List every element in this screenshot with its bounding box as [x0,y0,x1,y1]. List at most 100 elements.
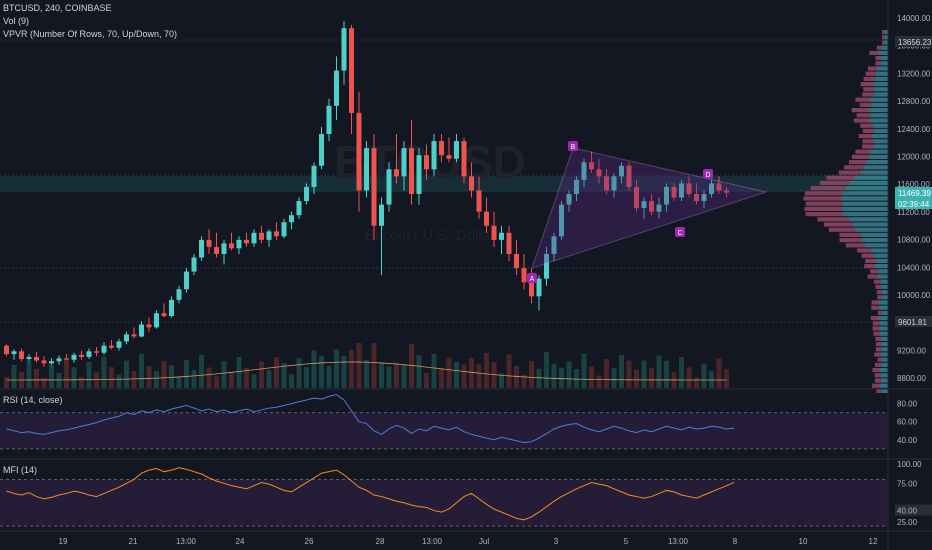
candle-body [154,313,159,327]
candle-body [259,233,264,240]
vpvr-bar-up [861,233,888,237]
volume-bar [342,356,347,388]
vpvr-bar-up [879,384,888,388]
volume-bar [259,362,264,389]
time-axis-label: 10 [799,537,808,546]
vpvr-bar-up [843,212,888,216]
rsi-legend[interactable]: RSI (14, close) [3,395,63,405]
vpvr-bar-up [881,378,888,382]
vpvr-legend[interactable]: VPVR (Number Of Rows, 70, Up/Down, 70) [3,29,177,39]
candle-body [57,358,62,361]
price-axis-label: 11200.00 [897,208,930,217]
vpvr-bar-up [882,311,888,315]
volume-bar [357,343,362,388]
price-axis-label: 8800.00 [897,374,926,383]
vpvr-bar-up [877,274,888,278]
countdown-tag: 02:39:44 [898,200,930,209]
candle-body [357,113,362,191]
volume-bar [222,361,227,388]
vpvr-bar-up [879,326,888,330]
volume-bar [162,361,167,388]
mfi-legend[interactable]: MFI (14) [3,465,37,475]
vpvr-bar-up [882,295,888,299]
volume-bar [319,356,324,388]
volume-bar [49,364,54,388]
time-axis-label: 12 [869,537,878,546]
vpvr-bar-down [874,280,880,284]
time-axis-label: 13:00 [668,537,689,546]
candle-body [12,351,17,354]
volume-bar [94,373,99,389]
volume-bar [717,359,722,389]
price-axis-label: 10800.00 [897,236,931,245]
volume-legend[interactable]: Vol (9) [3,16,29,26]
volume-bar [87,362,92,388]
vpvr-bar-up [879,306,888,310]
candle-body [282,222,287,236]
time-axis-label: 8 [733,537,738,546]
vpvr-bar-down [804,207,842,211]
volume-bar [439,368,444,388]
vpvr-bar-down [855,98,870,102]
vpvr-bar-down [849,160,867,164]
volume-bar [364,360,369,388]
vpvr-bar-up [867,160,888,164]
vpvr-bar-up [875,259,888,263]
volume-bar [34,369,39,388]
vpvr-bar-up [874,129,888,133]
vpvr-bar-up [879,300,888,304]
vpvr-bar-up [881,285,888,289]
volume-bar [559,368,564,388]
vpvr-bar-up [874,92,888,96]
volume-bar [199,355,204,388]
candle-body [409,148,414,194]
vpvr-bar-up [873,254,888,258]
candle-body [522,268,527,282]
volume-bar [177,376,182,388]
vpvr-bar-up [842,196,888,200]
candle-body [169,300,174,316]
candle-body [387,169,392,204]
candle-body [214,247,219,254]
vpvr-bar-down [855,150,870,154]
candle-body [394,169,399,176]
volume-bar [117,375,122,388]
mfi-axis-label: 100.00 [897,460,922,469]
vpvr-bar-up [853,222,888,226]
candle-body [184,272,189,290]
vpvr-bar-down [876,342,881,346]
vpvr-bar-down [872,384,879,388]
volume-bar [604,359,609,388]
time-axis-label: 28 [376,537,385,546]
vpvr-bar-down [877,295,882,299]
volume-bar [42,378,47,388]
volume-bar [297,358,302,388]
time-axis-label: 26 [305,537,314,546]
vpvr-bar-down [846,243,865,247]
vpvr-bar-down [804,196,842,200]
time-axis-label: 3 [554,537,559,546]
candle-body [499,233,504,240]
vpvr-bar-down [875,363,881,367]
price-axis-label: 12800.00 [897,97,931,106]
candle-body [147,325,152,328]
candle-body [229,243,234,248]
symbol-legend[interactable]: BTCUSD, 240, COINBASE [3,3,112,13]
vpvr-bar-down [873,326,880,330]
candle-body [327,106,332,134]
candle-body [492,226,497,240]
candle-body [447,155,452,159]
volume-bar [109,367,114,388]
vpvr-bar-up [881,337,888,341]
vpvr-bar-up [868,155,888,159]
vpvr-bar-up [874,87,888,91]
candle-body [454,141,459,159]
vpvr-bar-down [857,113,871,117]
triangle-pattern [532,148,766,268]
volume-bar [229,372,234,388]
vpvr-bar-up [880,352,888,356]
volume-bar [649,368,654,388]
candle-body [199,240,204,258]
vpvr-bar-down [872,300,879,304]
